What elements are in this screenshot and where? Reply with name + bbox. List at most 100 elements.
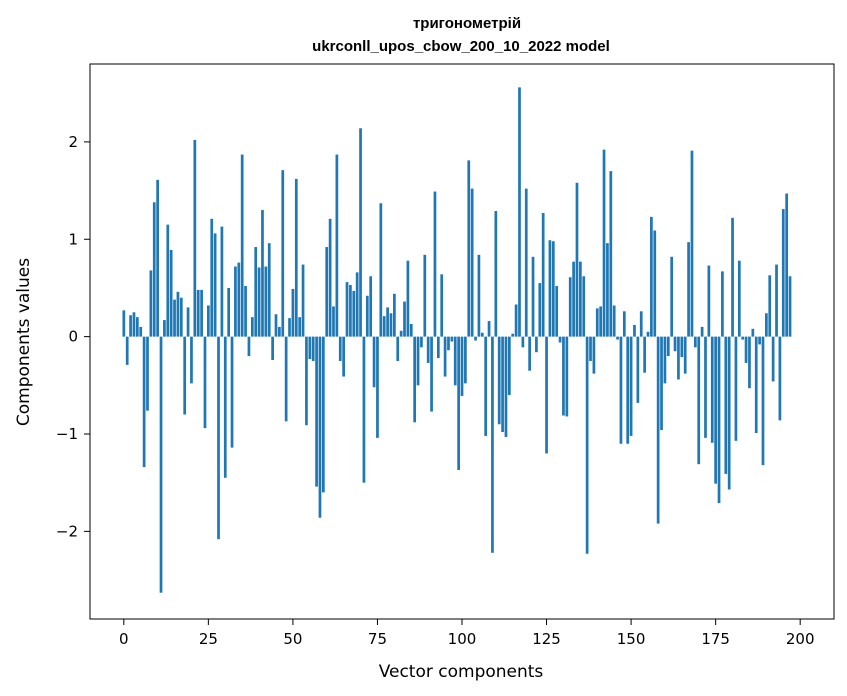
bar — [660, 336, 663, 431]
bar — [362, 336, 366, 483]
bar — [250, 317, 254, 337]
bar — [274, 314, 278, 337]
bar — [196, 289, 200, 337]
bar — [149, 270, 153, 337]
bar — [575, 182, 579, 337]
bar — [193, 139, 197, 337]
bar — [430, 336, 433, 412]
bar — [301, 264, 305, 337]
bar — [687, 242, 690, 337]
bar — [714, 336, 717, 484]
bar — [332, 306, 335, 337]
bar — [176, 291, 180, 337]
y-axis-label: Components values — [14, 258, 34, 426]
bar — [599, 306, 603, 337]
bar — [244, 286, 247, 337]
bar — [169, 249, 173, 337]
bar — [487, 321, 491, 337]
x-tick-label: 75 — [368, 630, 387, 648]
bar — [349, 285, 352, 337]
bar — [751, 328, 755, 337]
bar — [528, 336, 531, 371]
bar — [741, 336, 745, 340]
x-tick-label: 50 — [283, 630, 302, 648]
bar — [710, 336, 714, 443]
bar — [267, 243, 271, 337]
bar — [589, 336, 592, 361]
bar — [555, 286, 559, 337]
bars-group — [122, 87, 792, 593]
bar — [311, 336, 315, 361]
x-tick-label: 150 — [617, 630, 646, 648]
bar — [247, 336, 251, 357]
bar — [271, 336, 274, 360]
bar — [203, 336, 207, 429]
y-tick-label: 0 — [68, 328, 78, 346]
chart-subtitle: ukrconll_upos_cbow_200_10_2022 model — [312, 38, 610, 55]
bar — [501, 336, 504, 433]
bar — [616, 336, 619, 340]
bar — [186, 307, 190, 337]
bar — [480, 332, 484, 337]
bar — [447, 336, 450, 351]
bar — [606, 243, 609, 337]
bar — [389, 313, 393, 337]
bar — [677, 336, 680, 380]
x-axis-label: Vector components — [379, 662, 544, 682]
bar — [179, 297, 183, 337]
bar — [538, 283, 542, 337]
bar — [352, 290, 356, 337]
bar — [636, 336, 640, 403]
bar — [504, 336, 508, 437]
bar — [440, 274, 444, 337]
bar — [315, 336, 318, 487]
bar — [288, 318, 291, 337]
bar — [200, 289, 203, 337]
bar — [234, 266, 237, 337]
bar — [744, 336, 748, 363]
bar — [629, 336, 633, 436]
chart-title: тригонометрій — [413, 15, 521, 32]
bar — [345, 282, 349, 337]
bar — [460, 336, 464, 397]
bar — [409, 323, 413, 337]
bar — [758, 336, 761, 345]
bar — [166, 224, 170, 337]
bar — [420, 336, 423, 348]
bar — [413, 336, 417, 423]
bar — [582, 276, 586, 337]
bar — [230, 336, 234, 448]
bar — [633, 324, 636, 337]
bar — [450, 336, 454, 342]
bar — [737, 260, 741, 337]
bar — [734, 336, 738, 441]
bar — [328, 218, 332, 337]
bar — [531, 256, 535, 337]
bar — [727, 336, 731, 490]
bar — [666, 336, 670, 357]
x-tick-label: 175 — [701, 630, 730, 648]
x-tick-label: 100 — [448, 630, 477, 648]
bar — [291, 288, 295, 337]
bar — [595, 308, 599, 337]
bar — [254, 247, 258, 337]
bar — [690, 150, 694, 337]
bar — [680, 336, 684, 358]
x-tick-label: 25 — [199, 630, 218, 648]
bar — [359, 128, 362, 337]
bar — [558, 336, 562, 343]
bar — [622, 311, 626, 337]
x-tick-label: 125 — [532, 630, 561, 648]
bar — [342, 336, 345, 377]
bar — [761, 336, 765, 466]
bar — [399, 330, 403, 337]
bar — [643, 336, 646, 373]
bar — [626, 336, 630, 444]
bar — [754, 336, 758, 434]
bar — [325, 247, 329, 337]
bar — [612, 305, 616, 337]
bar — [163, 320, 166, 337]
bar — [535, 336, 538, 353]
bar — [173, 299, 176, 337]
bar — [436, 336, 440, 359]
